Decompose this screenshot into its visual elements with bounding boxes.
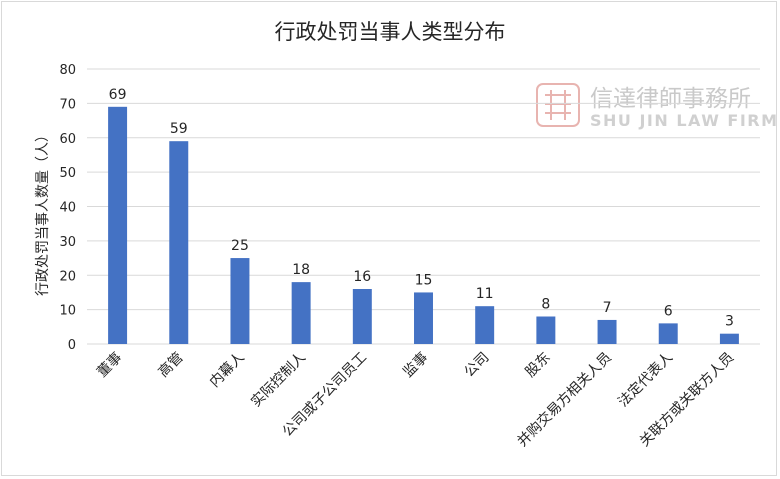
category-label: 公司	[461, 350, 492, 381]
category-label: 实际控制人	[248, 350, 309, 411]
chart-title: 行政处罚当事人类型分布	[275, 20, 506, 44]
y-tick-label: 80	[59, 63, 76, 78]
category-label: 内幕人	[207, 350, 248, 391]
bar	[597, 319, 617, 344]
y-tick-label: 60	[59, 132, 76, 147]
bar	[291, 282, 311, 344]
category-label: 董事	[94, 350, 125, 381]
bar	[352, 289, 372, 344]
bar	[536, 316, 556, 344]
data-label: 8	[541, 297, 550, 313]
y-tick-label: 20	[59, 269, 76, 284]
law-firm-logo: 信達律師事務所 SHU JIN LAW FIRM	[536, 83, 779, 130]
data-label: 15	[415, 272, 433, 288]
y-tick-label: 50	[59, 166, 76, 181]
bar	[719, 333, 739, 344]
seal-glyph-icon	[545, 90, 571, 120]
y-tick-labels: 0 10 20 30 40 50 60 70 80	[59, 63, 76, 353]
category-label: 监事	[400, 350, 431, 381]
category-label: 股东	[523, 350, 554, 381]
data-label: 25	[231, 238, 249, 254]
data-label: 3	[725, 314, 734, 330]
data-label: 18	[292, 262, 310, 278]
data-label: 7	[603, 300, 612, 316]
bar	[230, 258, 250, 344]
data-labels: 69 59 25 18 16 15 11 8 7 6 3	[109, 87, 734, 330]
y-tick-label: 70	[59, 97, 76, 112]
y-tick-label: 40	[59, 201, 76, 216]
data-label: 16	[353, 269, 371, 285]
bar	[475, 306, 495, 344]
y-axis-label: 行政处罚当事人数量（人）	[35, 128, 51, 296]
bar	[414, 292, 433, 344]
y-tick-label: 30	[59, 235, 76, 250]
bar	[169, 141, 189, 344]
category-label: 高管	[155, 349, 187, 381]
data-label: 6	[664, 303, 673, 319]
bar	[658, 323, 678, 344]
y-tick-label: 0	[68, 338, 76, 353]
watermark-name-cn: 信達律師事務所	[590, 86, 751, 112]
data-label: 11	[476, 286, 494, 302]
seal-icon	[536, 83, 580, 127]
bars	[108, 106, 739, 344]
y-tick-label: 10	[59, 304, 76, 319]
data-label: 69	[109, 87, 127, 103]
watermark-name-en: SHU JIN LAW FIRM	[590, 111, 779, 130]
category-label: 法定代表人	[615, 350, 676, 411]
bar	[108, 106, 128, 344]
data-label: 59	[170, 121, 188, 137]
